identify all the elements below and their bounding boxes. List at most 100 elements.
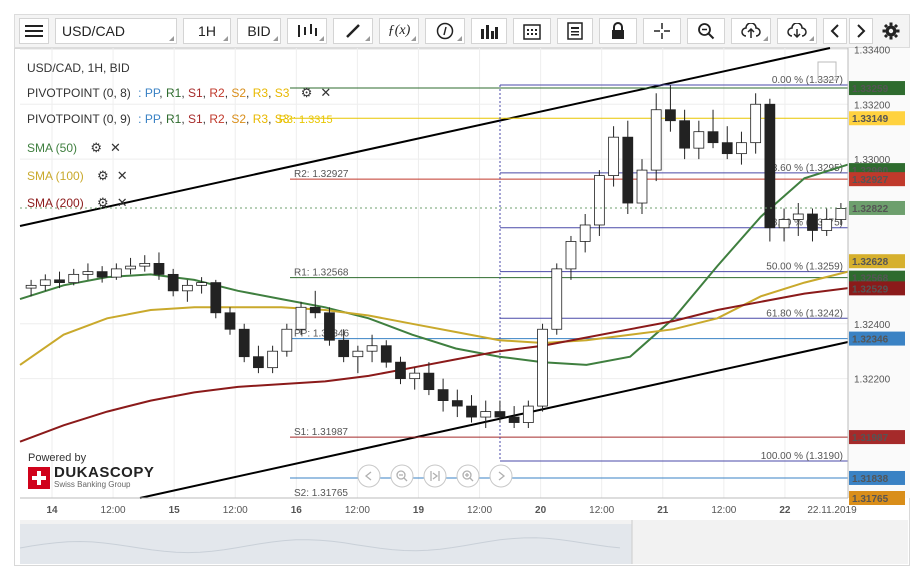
price-badge-label: 1.32822 xyxy=(852,204,889,215)
price-badge-label: 1.31838 xyxy=(852,474,889,485)
pivot2-s2: S2 xyxy=(231,112,247,126)
pivot1-legend: PIVOTPOINT (0, 8) : PP, R1, S1, R2, S2, … xyxy=(27,85,332,100)
pivot2-pp: PP xyxy=(144,112,160,126)
x-tick-label: 12:00 xyxy=(223,505,248,516)
lock-button[interactable] xyxy=(599,18,637,44)
sma50-gear-icon[interactable]: ⚙ xyxy=(90,140,103,155)
candle-body xyxy=(210,282,222,314)
crosshair-button[interactable] xyxy=(643,18,681,44)
side-select[interactable]: BID xyxy=(237,18,281,44)
dukascopy-tagline: Swiss Banking Group xyxy=(54,480,131,489)
y-tick-label: 1.33000 xyxy=(854,155,891,166)
candle-body xyxy=(707,131,719,144)
candle-body xyxy=(224,312,236,330)
fib-level-label: 50.00 % (1.3259) xyxy=(766,262,843,273)
candle-body xyxy=(636,169,648,204)
calendar-button[interactable] xyxy=(513,18,551,44)
candle-body xyxy=(721,142,733,155)
nav-back-button[interactable] xyxy=(357,464,381,488)
sma200-name: SMA (200) xyxy=(27,196,84,210)
candle-body xyxy=(537,328,548,407)
pivot2-r1: R1 xyxy=(165,112,182,126)
gear-icon xyxy=(882,22,900,40)
pivot2-s3: S3 xyxy=(274,112,290,126)
menu-button[interactable] xyxy=(19,18,49,44)
x-tick-label: 19 xyxy=(413,505,425,516)
candle-body xyxy=(778,219,790,229)
info-icon xyxy=(436,22,454,40)
candle-body xyxy=(494,411,506,418)
price-badge xyxy=(849,491,905,505)
candle-body xyxy=(366,345,378,352)
nav-zoom-out-icon xyxy=(396,470,406,480)
draw-icon xyxy=(346,24,360,38)
nav-reset-button[interactable] xyxy=(423,464,447,488)
info-button[interactable] xyxy=(425,18,465,44)
candle-body xyxy=(821,219,833,231)
pivot1-gear-icon[interactable]: ⚙ xyxy=(300,85,313,100)
next-button[interactable] xyxy=(849,18,873,44)
y-tick-label: 1.32200 xyxy=(854,375,891,386)
x-tick-label: 22.11.2019 xyxy=(807,505,857,516)
candle-body xyxy=(750,103,762,144)
pivot-line-label: R2: 1.32927 xyxy=(294,169,349,180)
nav-forward-button[interactable] xyxy=(489,464,513,488)
price-badge xyxy=(849,331,905,346)
upload-button[interactable] xyxy=(731,18,771,44)
sma100-gear-icon[interactable]: ⚙ xyxy=(97,168,109,183)
price-badge-label: 1.31765 xyxy=(852,494,889,505)
x-tick-label: 12:00 xyxy=(711,505,736,516)
zoom-button[interactable] xyxy=(687,18,725,44)
timeframe-value: 1H xyxy=(198,23,216,39)
prev-button[interactable] xyxy=(823,18,847,44)
expand-icon xyxy=(817,61,837,81)
sma200-gear-icon[interactable]: ⚙ xyxy=(97,195,109,210)
candle-body xyxy=(608,136,619,176)
candle-body xyxy=(622,136,634,204)
download-button[interactable] xyxy=(777,18,817,44)
settings-button[interactable] xyxy=(877,18,905,44)
report-button[interactable] xyxy=(557,18,593,44)
powered-by-text: Powered by xyxy=(28,452,87,464)
fib-level-label: 0.00 % (1.3327) xyxy=(772,75,843,86)
chart-type-button[interactable] xyxy=(287,18,327,44)
nav-zoom-out-button[interactable] xyxy=(390,464,414,488)
nav-right-icon xyxy=(498,471,506,481)
volume-button[interactable] xyxy=(471,18,507,44)
sma100-close-icon[interactable]: ✕ xyxy=(116,168,128,183)
function-button[interactable]: ƒ(x) xyxy=(379,18,419,44)
sma50-close-icon[interactable]: ✕ xyxy=(110,140,121,155)
candle-body xyxy=(25,284,37,289)
candle-body xyxy=(125,265,136,270)
candle-body xyxy=(54,279,65,284)
nav-zoom-in-icon xyxy=(462,470,472,480)
price-badge xyxy=(849,200,905,215)
nav-zoom-in-button[interactable] xyxy=(456,464,480,488)
pivot-line-label: R1: 1.32568 xyxy=(294,268,349,279)
fib-level-label: 100.00 % (1.3190) xyxy=(761,451,843,462)
crosshair-icon xyxy=(654,23,670,39)
fib-level-label: 23.60 % (1.3295) xyxy=(766,163,843,174)
sma50-name: SMA (50) xyxy=(27,141,78,155)
pivot1-close-icon[interactable]: ✕ xyxy=(320,85,332,100)
x-tick-label: 21 xyxy=(657,505,669,516)
sma200-close-icon[interactable]: ✕ xyxy=(116,195,128,210)
price-badge-label: 1.33259 xyxy=(852,84,889,95)
candle-body xyxy=(594,175,605,226)
candle-body xyxy=(182,284,193,292)
price-badge xyxy=(849,172,905,187)
sma200-legend: SMA (200) ⚙ ✕ xyxy=(27,195,128,211)
dukascopy-cross-icon xyxy=(28,466,50,489)
draw-button[interactable] xyxy=(333,18,373,44)
price-badge-label: 1.32628 xyxy=(852,257,889,268)
timeframe-select[interactable]: 1H xyxy=(183,18,231,44)
price-badge xyxy=(849,81,905,96)
pivot1-pp: PP xyxy=(144,86,160,100)
pivot2-legend: PIVOTPOINT (0, 9) : PP, R1, S1, R2, S2, … xyxy=(27,112,333,126)
symbol-select[interactable]: USD/CAD xyxy=(55,18,177,44)
candle-body xyxy=(451,400,463,407)
chart-navigation xyxy=(357,464,513,488)
candle-body xyxy=(110,268,122,278)
candle-body xyxy=(665,109,676,122)
